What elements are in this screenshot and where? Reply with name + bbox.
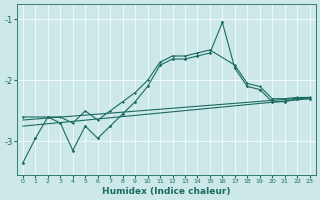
X-axis label: Humidex (Indice chaleur): Humidex (Indice chaleur) xyxy=(102,187,230,196)
